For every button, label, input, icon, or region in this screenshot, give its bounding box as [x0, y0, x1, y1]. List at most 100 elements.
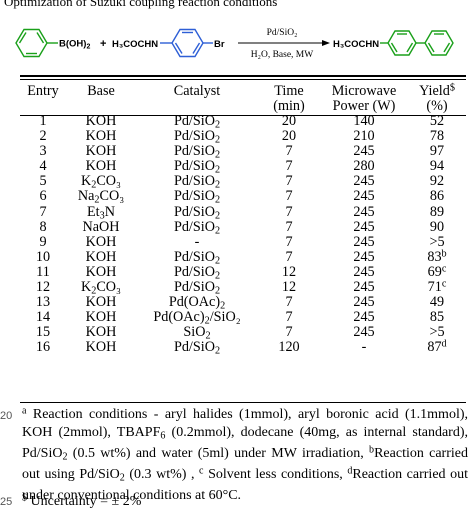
- table-row: 1 KOH Pd/SiO2 20 140 52: [20, 113, 466, 131]
- cell-yield: 87d: [427, 338, 447, 356]
- header-catalyst: Catalyst: [173, 83, 221, 99]
- cell-catalyst: Pd/SiO2: [173, 113, 221, 131]
- cell-power: 140: [353, 113, 375, 129]
- cell-base: K2CO₃: [80, 173, 121, 191]
- cell-entry: 3: [39, 143, 47, 160]
- cell-base: KOH: [85, 294, 117, 311]
- cell-yield: 86: [429, 188, 445, 205]
- cell-catalyst: SiO2: [183, 324, 211, 342]
- table-row: 12 K2CO₃ Pd/SiO2 12 245 71c: [20, 278, 466, 297]
- table-row: 9 KOH - 7 245 >5: [20, 233, 466, 250]
- cell-time: 20: [281, 113, 297, 129]
- cell-base: Na2CO₃: [77, 188, 125, 207]
- uncertainty-note: 25 $ Uncertainty = ± 2%: [0, 492, 142, 509]
- table-row: 3 KOH Pd/SiO2 7 245 97: [20, 143, 466, 161]
- cell-yield: 90: [429, 218, 445, 235]
- cell-time: 7: [285, 294, 293, 311]
- boronic-acid-label: B(OH)2: [59, 39, 90, 51]
- table-row: 13 KOH Pd(OAc)2 7 245 49: [20, 294, 466, 312]
- header-yield: Yield$ (%): [419, 82, 455, 114]
- cell-yield: >5: [429, 324, 445, 341]
- cell-catalyst: Pd/SiO2: [173, 128, 221, 146]
- cell-base: KOH: [85, 324, 117, 341]
- table-row: 11 KOH Pd/SiO2 12 245 69c: [20, 263, 466, 282]
- cell-power: -: [361, 339, 367, 356]
- bromoacetanilide-ring: [160, 28, 213, 58]
- cell-yield: 94: [429, 158, 445, 175]
- cell-power: 280: [353, 158, 375, 175]
- reaction-scheme: B(OH)2 + H₃COCHN Br Pd/SiO₂ H₂O, Base, M…: [15, 28, 454, 60]
- cell-catalyst: Pd/SiO2: [173, 263, 221, 282]
- arrow-head-icon: [322, 40, 330, 46]
- rule-top: [20, 75, 466, 77]
- cell-catalyst: Pd/SiO2: [173, 188, 221, 207]
- cell-entry: 2: [39, 128, 47, 145]
- cell-base: KOH: [85, 309, 117, 326]
- cell-power: 245: [353, 309, 375, 326]
- cell-catalyst: Pd/SiO2: [173, 203, 221, 222]
- table-row: 4 KOH Pd/SiO2 7 280 94: [20, 158, 466, 176]
- cell-base: KOH: [85, 158, 117, 175]
- cell-time: 7: [285, 324, 293, 341]
- cell-entry: 16: [35, 339, 51, 356]
- cell-time: 12: [281, 279, 297, 296]
- product-amide-label: H₃COCHN: [333, 39, 379, 50]
- table-row: 8 NaOH Pd/SiO2 7 245 90: [20, 218, 466, 236]
- cell-base: KOH: [85, 339, 117, 356]
- cell-catalyst: Pd/SiO2: [173, 248, 221, 267]
- cell-time: 7: [285, 143, 293, 160]
- cell-entry: 11: [36, 263, 50, 280]
- cell-yield: >5: [429, 233, 445, 250]
- cell-entry: 1: [39, 113, 47, 129]
- rule-header-bottom: [20, 115, 466, 116]
- cell-time: 20: [281, 128, 297, 145]
- rule-header-top: [20, 79, 466, 80]
- cell-power: 245: [353, 294, 375, 311]
- cell-time: 7: [285, 233, 293, 250]
- cell-yield: 97: [429, 143, 445, 160]
- cell-entry: 14: [35, 309, 51, 326]
- table-row: 16 KOH Pd/SiO2 120 - 87d: [20, 338, 466, 357]
- cell-time: 7: [285, 188, 293, 205]
- cell-base: Et3N: [87, 203, 115, 222]
- rule-table-bottom: [20, 402, 466, 403]
- product-biphenyl-rings: [380, 30, 454, 56]
- cell-yield: 52: [429, 113, 445, 129]
- cell-power: 245: [353, 279, 375, 296]
- cell-yield: 83b: [427, 248, 447, 265]
- table-row: 10 KOH Pd/SiO2 7 245 83b: [20, 248, 466, 267]
- cell-catalyst: Pd/SiO2: [173, 158, 221, 176]
- table-row: 7 Et3N Pd/SiO2 7 245 89: [20, 203, 466, 222]
- cell-yield: 69c: [427, 263, 447, 280]
- bromide-label: Br: [214, 39, 225, 50]
- cell-power: 245: [353, 263, 375, 280]
- cell-yield: 78: [429, 128, 445, 145]
- cell-catalyst: Pd/SiO2: [173, 339, 221, 357]
- cell-base: KOH: [85, 248, 117, 265]
- cell-entry: 8: [39, 218, 47, 235]
- cell-entry: 10: [35, 248, 51, 265]
- results-table: Entry Base Catalyst Time (min) Microwave P…: [20, 82, 466, 357]
- cell-base: KOH: [85, 128, 117, 145]
- cell-catalyst: Pd(OAc)2: [168, 294, 226, 312]
- cell-power: 245: [353, 203, 375, 220]
- cell-base: KOH: [85, 113, 117, 129]
- cell-yield: 71c: [427, 278, 447, 296]
- cell-power: 245: [353, 143, 375, 160]
- line-number: 25: [0, 496, 13, 508]
- cell-yield: 92: [429, 173, 445, 190]
- header-base: Base: [87, 83, 115, 99]
- cell-time: 120: [278, 339, 300, 356]
- cell-time: 7: [285, 309, 293, 326]
- cell-time: 7: [285, 218, 293, 235]
- cell-power: 245: [353, 324, 375, 341]
- cell-time: 7: [285, 158, 293, 175]
- cell-power: 210: [353, 128, 375, 145]
- cell-time: 12: [281, 263, 297, 280]
- cell-base: NaOH: [82, 218, 120, 235]
- cell-catalyst: Pd/SiO2: [173, 279, 221, 297]
- cell-catalyst: Pd/SiO2: [173, 173, 221, 191]
- cell-time: 7: [285, 203, 293, 220]
- table-row: 6 Na2CO₃ Pd/SiO2 7 245 86: [20, 188, 466, 207]
- cell-yield: 85: [429, 309, 445, 326]
